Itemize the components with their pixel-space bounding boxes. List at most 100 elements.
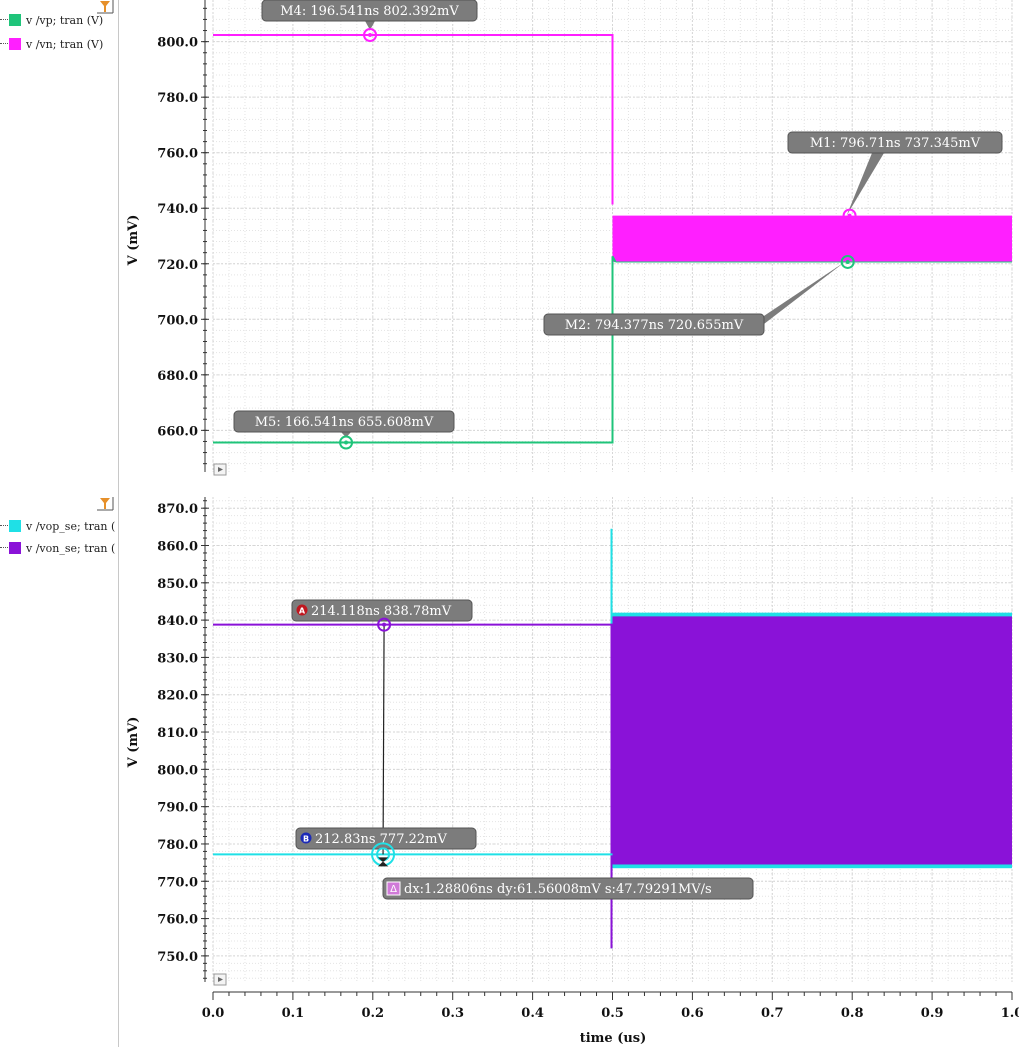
- marker-box: [233, 410, 455, 433]
- y-tick-label: 790.0: [157, 801, 198, 816]
- legend-label-vop-se: v /vop_se; tran (: [26, 519, 116, 533]
- marker-point-ring: [363, 28, 378, 43]
- legend-item-vp[interactable]: v /vp; tran (V): [0, 13, 103, 27]
- series-band-von-se: [612, 616, 1012, 865]
- marker-point-dot: [344, 440, 349, 445]
- y-tick-label: 700.0: [157, 313, 198, 328]
- marker-box: [787, 131, 1003, 154]
- series-band-vn: [612, 215, 1012, 262]
- delta-badge-symbol: Δ: [390, 884, 397, 895]
- marker-label: M5: 166.541ns 655.608mV: [255, 415, 434, 430]
- x-tick-label: 1.0: [1001, 1006, 1019, 1021]
- play-triangle-icon: [218, 977, 223, 982]
- y-axis-label: V (mV): [126, 717, 141, 769]
- legend-dash: [0, 19, 8, 21]
- marker-pointer: [846, 153, 884, 216]
- marker-label: M1: 796.71ns 737.345mV: [810, 136, 981, 151]
- legend-item-von-se[interactable]: v /von_se; tran (: [0, 541, 115, 555]
- marker-pointer: [365, 21, 376, 31]
- marker-point-ring: [339, 435, 354, 450]
- delta-badge-icon: [386, 881, 401, 896]
- y-tick-label: 780.0: [157, 838, 198, 853]
- marker-a-badge-icon: [296, 604, 308, 616]
- y-tick-label: 800.0: [157, 763, 198, 778]
- play-button[interactable]: [213, 463, 227, 476]
- legend-item-vn[interactable]: v /vn; tran (V): [0, 37, 103, 51]
- panel-divider: [118, 0, 119, 1047]
- x-tick-label: 0.0: [202, 1006, 225, 1021]
- x-tick-label: 0.2: [361, 1006, 384, 1021]
- marker-b-badge-icon: [300, 832, 312, 844]
- marker-box: [261, 0, 478, 22]
- marker-pointer: [341, 432, 352, 438]
- y-tick-label: 750.0: [157, 950, 198, 965]
- marker-point-dot: [845, 259, 850, 264]
- marker-point-ring: [377, 617, 392, 632]
- x-tick-label: 0.8: [841, 1006, 864, 1021]
- marker-label: 212.83ns 777.22mV: [315, 832, 447, 847]
- filter-funnel-icon[interactable]: [95, 0, 115, 14]
- legend-swatch-vop-se: [9, 520, 21, 532]
- plot-panel-2: 750.0 760.0 770.0 780.0 790.0 800.0 810.0 820.0…: [126, 497, 1019, 1046]
- legend-label-von-se: v /von_se; tran (: [26, 541, 116, 555]
- series-line-vp: [213, 255, 617, 444]
- marker-b-badge-letter: B: [303, 835, 309, 844]
- legend-label-vn: v /vn; tran (V): [26, 37, 104, 51]
- filter-funnel-icon[interactable]: [95, 497, 115, 511]
- plot-panel-1: 660.0 680.0 700.0 720.0 740.0 760.0 780.0 800.0…: [126, 0, 1013, 476]
- legend-dash: [0, 43, 8, 45]
- legend-item-vop-se[interactable]: v /vop_se; tran (: [0, 519, 115, 533]
- marker-a-badge-letter: A: [299, 607, 306, 616]
- legend-dash: [0, 525, 8, 527]
- marker-point-dot: [382, 622, 387, 627]
- marker-3[interactable]: M1: 796.71ns 737.345mV: [787, 131, 1003, 223]
- marker-label: M2: 794.377ns 720.655mV: [565, 318, 744, 333]
- marker-label: 214.118ns 838.78mV: [311, 604, 452, 619]
- legend-swatch-vp: [9, 14, 21, 26]
- delta-connector-line: [382, 624, 385, 855]
- marker-pointer: [752, 261, 845, 324]
- marker-label: M4: 196.541ns 802.392mV: [280, 4, 459, 19]
- x-tick-label: 0.9: [921, 1006, 944, 1021]
- play-button[interactable]: [213, 973, 227, 986]
- y-tick-label: 870.0: [157, 502, 198, 517]
- marker-1[interactable]: M4: 196.541ns 802.392mV: [261, 0, 478, 43]
- y-tick-label: 760.0: [157, 913, 198, 928]
- y-tick-label: 680.0: [157, 369, 198, 384]
- y-tick-label: 800.0: [157, 36, 198, 51]
- y-tick-label: 770.0: [157, 875, 198, 890]
- marker-2[interactable]: M5: 166.541ns 655.608mV: [233, 410, 455, 450]
- delta-label: dx:1.28806ns dy:61.56008mV s:47.79291MV/…: [404, 882, 712, 897]
- marker-box: [291, 599, 473, 622]
- legend-label-vp: v /vp; tran (V): [26, 13, 104, 27]
- legend-dash: [0, 547, 8, 549]
- marker-point-dot: [847, 213, 852, 218]
- y-tick-label: 660.0: [157, 424, 198, 439]
- marker-box: [543, 313, 765, 336]
- marker-4[interactable]: M2: 794.377ns 720.655mV: [543, 254, 855, 336]
- x-tick-label: 0.4: [521, 1006, 544, 1021]
- y-tick-label: 830.0: [157, 651, 198, 666]
- marker-point-dot: [368, 33, 373, 38]
- marker-point-ring: [840, 254, 855, 269]
- y-tick-label: 780.0: [157, 91, 198, 106]
- series-line-vn: [213, 34, 614, 205]
- y-tick-label: 810.0: [157, 726, 198, 741]
- x-tick-label: 0.3: [441, 1006, 464, 1021]
- y-tick-label: 740.0: [157, 202, 198, 217]
- delta-box: [382, 877, 754, 900]
- marker-point-ring: [842, 208, 857, 223]
- x-tick-label: 0.1: [282, 1006, 305, 1021]
- x-tick-label: 0.7: [761, 1006, 784, 1021]
- y-tick-label: 850.0: [157, 577, 198, 592]
- y-tick-label: 840.0: [157, 614, 198, 629]
- marker-a[interactable]: A 214.118ns 838.78mV: [291, 599, 473, 632]
- play-triangle-icon: [218, 467, 223, 472]
- legend-swatch-von-se: [9, 542, 21, 554]
- marker-b[interactable]: B 212.83ns 777.22mV: [295, 827, 477, 867]
- y-tick-label: 820.0: [157, 689, 198, 704]
- y-axis-label: V (mV): [126, 215, 141, 267]
- x-axis-label: time (us): [580, 1031, 647, 1046]
